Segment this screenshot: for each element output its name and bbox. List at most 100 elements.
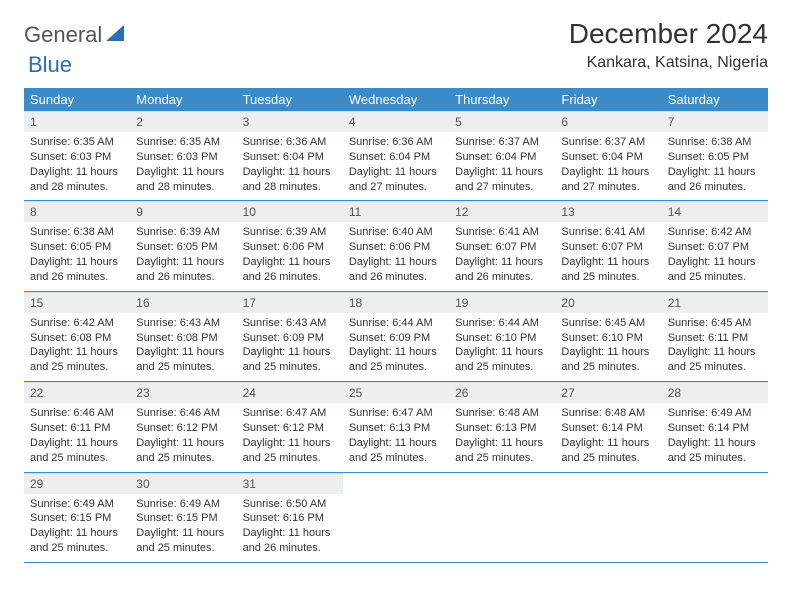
sunrise-line: Sunrise: 6:47 AM <box>243 406 337 421</box>
day-details: Sunrise: 6:48 AMSunset: 6:13 PMDaylight:… <box>449 403 555 465</box>
daylight-line: Daylight: 11 hours and 28 minutes. <box>136 165 230 195</box>
logo-text-general: General <box>24 22 102 48</box>
sunrise-line: Sunrise: 6:41 AM <box>455 225 549 240</box>
day-details: Sunrise: 6:39 AMSunset: 6:05 PMDaylight:… <box>130 222 236 284</box>
day-number: 27 <box>555 382 661 403</box>
sunset-line: Sunset: 6:14 PM <box>561 421 655 436</box>
sunrise-line: Sunrise: 6:35 AM <box>30 135 124 150</box>
day-number: 22 <box>24 382 130 403</box>
logo: General <box>24 18 126 48</box>
day-details: Sunrise: 6:42 AMSunset: 6:08 PMDaylight:… <box>24 313 130 375</box>
sunrise-line: Sunrise: 6:41 AM <box>561 225 655 240</box>
sunset-line: Sunset: 6:11 PM <box>30 421 124 436</box>
calendar-day <box>343 473 449 562</box>
sunset-line: Sunset: 6:04 PM <box>243 150 337 165</box>
sunrise-line: Sunrise: 6:43 AM <box>243 316 337 331</box>
day-number: 23 <box>130 382 236 403</box>
day-number: 24 <box>237 382 343 403</box>
sunset-line: Sunset: 6:07 PM <box>561 240 655 255</box>
sunrise-line: Sunrise: 6:38 AM <box>30 225 124 240</box>
sunrise-line: Sunrise: 6:35 AM <box>136 135 230 150</box>
day-details: Sunrise: 6:49 AMSunset: 6:14 PMDaylight:… <box>662 403 768 465</box>
sunrise-line: Sunrise: 6:36 AM <box>243 135 337 150</box>
day-details: Sunrise: 6:47 AMSunset: 6:13 PMDaylight:… <box>343 403 449 465</box>
sunset-line: Sunset: 6:12 PM <box>136 421 230 436</box>
calendar-day: 20Sunrise: 6:45 AMSunset: 6:10 PMDayligh… <box>555 292 661 381</box>
daylight-line: Daylight: 11 hours and 25 minutes. <box>243 345 337 375</box>
day-number: 19 <box>449 292 555 313</box>
sunset-line: Sunset: 6:09 PM <box>243 331 337 346</box>
calendar-day: 30Sunrise: 6:49 AMSunset: 6:15 PMDayligh… <box>130 473 236 562</box>
sunrise-line: Sunrise: 6:38 AM <box>668 135 762 150</box>
day-number: 21 <box>662 292 768 313</box>
weekday-col: Monday <box>130 88 236 111</box>
sunrise-line: Sunrise: 6:49 AM <box>30 497 124 512</box>
daylight-line: Daylight: 11 hours and 28 minutes. <box>243 165 337 195</box>
sunrise-line: Sunrise: 6:45 AM <box>668 316 762 331</box>
daylight-line: Daylight: 11 hours and 25 minutes. <box>349 345 443 375</box>
day-details: Sunrise: 6:37 AMSunset: 6:04 PMDaylight:… <box>449 132 555 194</box>
sunrise-line: Sunrise: 6:46 AM <box>136 406 230 421</box>
daylight-line: Daylight: 11 hours and 28 minutes. <box>30 165 124 195</box>
daylight-line: Daylight: 11 hours and 25 minutes. <box>349 436 443 466</box>
sunset-line: Sunset: 6:09 PM <box>349 331 443 346</box>
weekday-col: Thursday <box>449 88 555 111</box>
sunset-line: Sunset: 6:15 PM <box>136 511 230 526</box>
day-number: 25 <box>343 382 449 403</box>
logo-text-blue: Blue <box>28 52 72 77</box>
calendar-day: 1Sunrise: 6:35 AMSunset: 6:03 PMDaylight… <box>24 111 130 200</box>
daylight-line: Daylight: 11 hours and 27 minutes. <box>349 165 443 195</box>
weekday-col: Tuesday <box>237 88 343 111</box>
day-number: 29 <box>24 473 130 494</box>
daylight-line: Daylight: 11 hours and 25 minutes. <box>561 436 655 466</box>
sunset-line: Sunset: 6:05 PM <box>136 240 230 255</box>
daylight-line: Daylight: 11 hours and 25 minutes. <box>455 436 549 466</box>
daylight-line: Daylight: 11 hours and 25 minutes. <box>30 345 124 375</box>
day-details: Sunrise: 6:48 AMSunset: 6:14 PMDaylight:… <box>555 403 661 465</box>
day-details: Sunrise: 6:44 AMSunset: 6:10 PMDaylight:… <box>449 313 555 375</box>
day-details: Sunrise: 6:36 AMSunset: 6:04 PMDaylight:… <box>237 132 343 194</box>
sunset-line: Sunset: 6:04 PM <box>455 150 549 165</box>
sunset-line: Sunset: 6:07 PM <box>668 240 762 255</box>
day-details: Sunrise: 6:39 AMSunset: 6:06 PMDaylight:… <box>237 222 343 284</box>
sunset-line: Sunset: 6:13 PM <box>455 421 549 436</box>
day-number: 16 <box>130 292 236 313</box>
sunset-line: Sunset: 6:05 PM <box>668 150 762 165</box>
month-title: December 2024 <box>569 18 768 50</box>
day-number: 2 <box>130 111 236 132</box>
calendar: SundayMondayTuesdayWednesdayThursdayFrid… <box>24 88 768 563</box>
sunrise-line: Sunrise: 6:37 AM <box>455 135 549 150</box>
day-details: Sunrise: 6:50 AMSunset: 6:16 PMDaylight:… <box>237 494 343 556</box>
day-number: 20 <box>555 292 661 313</box>
day-number: 8 <box>24 201 130 222</box>
sunrise-line: Sunrise: 6:49 AM <box>136 497 230 512</box>
day-details: Sunrise: 6:35 AMSunset: 6:03 PMDaylight:… <box>130 132 236 194</box>
weekday-col: Saturday <box>662 88 768 111</box>
sunrise-line: Sunrise: 6:37 AM <box>561 135 655 150</box>
sunrise-line: Sunrise: 6:46 AM <box>30 406 124 421</box>
day-details: Sunrise: 6:44 AMSunset: 6:09 PMDaylight:… <box>343 313 449 375</box>
calendar-day: 21 Sunrise: 6:45 AMSunset: 6:11 PMDayligh… <box>662 292 768 381</box>
daylight-line: Daylight: 11 hours and 27 minutes. <box>455 165 549 195</box>
calendar-body: 1Sunrise: 6:35 AMSunset: 6:03 PMDaylight… <box>24 111 768 563</box>
calendar-day: 11Sunrise: 6:40 AMSunset: 6:06 PMDayligh… <box>343 201 449 290</box>
daylight-line: Daylight: 11 hours and 26 minutes. <box>136 255 230 285</box>
day-details: Sunrise: 6:47 AMSunset: 6:12 PMDaylight:… <box>237 403 343 465</box>
daylight-line: Daylight: 11 hours and 25 minutes. <box>668 345 762 375</box>
sunset-line: Sunset: 6:06 PM <box>349 240 443 255</box>
calendar-day: 5Sunrise: 6:37 AMSunset: 6:04 PMDaylight… <box>449 111 555 200</box>
sunrise-line: Sunrise: 6:40 AM <box>349 225 443 240</box>
calendar-day: 13Sunrise: 6:41 AMSunset: 6:07 PMDayligh… <box>555 201 661 290</box>
sunrise-line: Sunrise: 6:39 AM <box>243 225 337 240</box>
day-details: Sunrise: 6:37 AMSunset: 6:04 PMDaylight:… <box>555 132 661 194</box>
day-details: Sunrise: 6:35 AMSunset: 6:03 PMDaylight:… <box>24 132 130 194</box>
day-details: Sunrise: 6:38 AMSunset: 6:05 PMDaylight:… <box>24 222 130 284</box>
weekday-col: Friday <box>555 88 661 111</box>
day-details: Sunrise: 6:45 AMSunset: 6:10 PMDaylight:… <box>555 313 661 375</box>
calendar-week: 22Sunrise: 6:46 AMSunset: 6:11 PMDayligh… <box>24 382 768 472</box>
daylight-line: Daylight: 11 hours and 26 minutes. <box>243 526 337 556</box>
daylight-line: Daylight: 11 hours and 26 minutes. <box>668 165 762 195</box>
daylight-line: Daylight: 11 hours and 26 minutes. <box>349 255 443 285</box>
sunrise-line: Sunrise: 6:49 AM <box>668 406 762 421</box>
sunset-line: Sunset: 6:11 PM <box>668 331 762 346</box>
